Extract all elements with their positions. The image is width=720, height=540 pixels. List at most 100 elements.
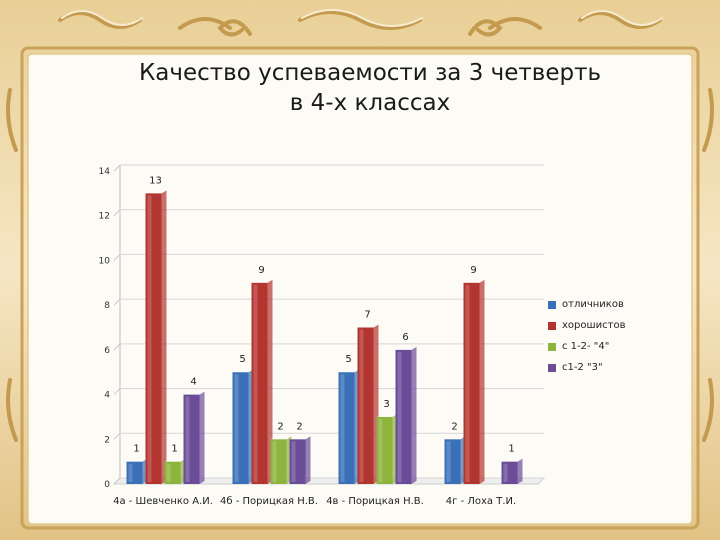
data-label: 1 — [133, 444, 139, 455]
data-label: 1 — [508, 444, 514, 455]
bar-top — [164, 458, 186, 462]
bar — [232, 372, 249, 484]
grid-diagonal — [113, 477, 121, 485]
bar-top — [501, 458, 523, 462]
grid-diagonal — [113, 343, 121, 351]
bar-highlight — [503, 463, 508, 482]
bar-top — [232, 369, 254, 373]
ornament-scrolls — [6, 10, 714, 442]
legend-swatch — [548, 342, 556, 351]
y-tick-label: 0 — [104, 480, 110, 490]
bar — [270, 439, 287, 484]
grid-diagonal — [113, 209, 121, 217]
bar-highlight — [147, 195, 152, 482]
data-label: 9 — [258, 265, 264, 276]
bar — [463, 282, 480, 484]
bar-top — [376, 413, 398, 417]
bar-side — [199, 391, 205, 484]
legend-swatch — [548, 321, 556, 330]
legend-label: хорошистов — [562, 320, 626, 331]
legend-swatch — [548, 300, 556, 309]
y-tick-label: 12 — [99, 212, 110, 222]
y-tick-label: 10 — [99, 256, 111, 266]
legend-item: с1-2 "3" — [548, 357, 626, 378]
data-label: 2 — [296, 421, 302, 432]
bar — [183, 394, 200, 484]
bar-highlight — [185, 396, 190, 482]
legend-item: хорошистов — [548, 315, 626, 336]
data-label: 9 — [470, 265, 476, 276]
bar-top — [444, 436, 466, 440]
bar-top — [183, 391, 205, 395]
chart-title-line-2: в 4-х классах — [289, 90, 451, 116]
bar — [357, 327, 374, 484]
bar-top — [289, 436, 311, 440]
bar — [338, 372, 355, 484]
bar-side — [161, 190, 167, 484]
bar-highlight — [340, 374, 345, 482]
y-tick-label: 4 — [104, 391, 110, 401]
x-category-label: 4б - Порицкая Н.В. — [220, 496, 318, 507]
grid-diagonal — [113, 388, 121, 395]
data-label: 1 — [171, 444, 177, 455]
bar-top — [463, 279, 485, 283]
chart-legend: отличников хорошистов с 1-2- "4" с1-2 "3… — [548, 294, 626, 378]
data-label: 13 — [149, 175, 162, 186]
bar-highlight — [291, 441, 296, 482]
y-tick-label: 14 — [99, 167, 111, 177]
bar-highlight — [397, 351, 402, 482]
bar-top — [251, 279, 273, 283]
data-label: 7 — [364, 310, 370, 321]
bar — [126, 461, 143, 484]
bar-highlight — [465, 284, 470, 482]
bar-highlight — [272, 441, 277, 482]
legend-label: с 1-2- "4" — [562, 341, 610, 352]
bar — [289, 439, 306, 484]
bar — [164, 461, 181, 484]
bar — [501, 461, 518, 484]
legend-item: с 1-2- "4" — [548, 336, 626, 357]
legend-item: отличников — [548, 294, 626, 315]
bar-highlight — [128, 463, 133, 482]
bar-highlight — [446, 441, 451, 482]
bar-top — [395, 346, 417, 350]
bar-side — [517, 458, 523, 484]
bar-top — [145, 190, 167, 194]
bar-side — [305, 436, 311, 484]
grid-diagonal — [113, 164, 121, 172]
bar-highlight — [253, 284, 258, 482]
y-tick-label: 6 — [104, 346, 110, 356]
bar-highlight — [234, 374, 239, 482]
grid-diagonal — [113, 432, 121, 440]
bar-highlight — [359, 329, 364, 482]
y-tick-label: 8 — [104, 301, 110, 311]
grid-diagonal — [113, 298, 121, 306]
bar-side — [267, 279, 273, 484]
x-category-label: 4в - Порицкая Н.В. — [326, 496, 424, 507]
grid-diagonal — [113, 254, 121, 261]
bar-highlight — [166, 463, 171, 482]
bar — [145, 193, 162, 484]
bar-side — [411, 346, 417, 484]
data-label: 3 — [383, 399, 389, 410]
x-category-label: 4г - Лоха Т.И. — [446, 496, 516, 507]
data-label: 4 — [190, 377, 196, 388]
bar-highlight — [378, 418, 383, 482]
chart-title-line-1: Качество успеваемости за 3 четверть — [138, 60, 602, 86]
data-label: 5 — [239, 354, 245, 365]
bar — [376, 416, 393, 484]
bar-side — [479, 279, 485, 484]
bar — [395, 349, 412, 484]
bar-top — [270, 436, 292, 440]
legend-swatch — [548, 363, 556, 372]
legend-label: отличников — [562, 299, 624, 310]
legend-label: с1-2 "3" — [562, 362, 603, 373]
y-tick-label: 2 — [104, 435, 110, 445]
bar-top — [126, 458, 148, 462]
data-label: 6 — [402, 332, 408, 343]
bar — [444, 439, 461, 484]
bar-top — [357, 324, 379, 328]
bar — [251, 282, 268, 484]
data-label: 2 — [451, 421, 457, 432]
